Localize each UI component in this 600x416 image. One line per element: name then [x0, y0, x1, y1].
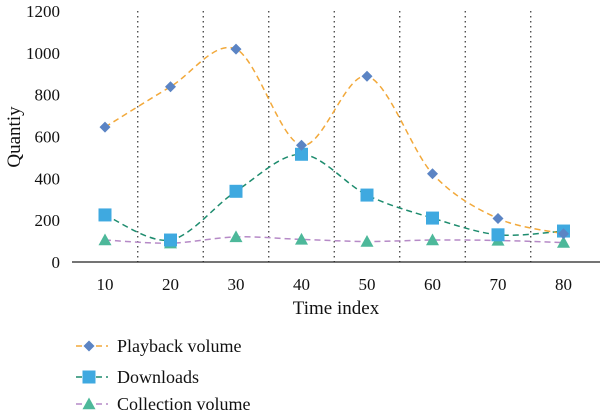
series-markers [98, 43, 570, 249]
data-point [360, 188, 374, 202]
x-tick-label: 10 [97, 275, 114, 294]
x-tick-label: 50 [359, 275, 376, 294]
data-point [557, 236, 570, 248]
x-tick-label: 30 [228, 275, 245, 294]
legend-label: Collection volume [117, 394, 250, 414]
legend-marker [83, 340, 95, 352]
data-point [165, 81, 176, 93]
data-point [558, 228, 569, 240]
data-point [229, 184, 243, 198]
data-point [426, 233, 439, 246]
series-line [104, 153, 564, 242]
legend-label: Playback volume [117, 336, 241, 356]
data-point [427, 168, 438, 180]
x-tick-label: 20 [162, 275, 179, 294]
data-point [295, 147, 308, 161]
y-tick-label: 1000 [26, 44, 60, 63]
grid-lines [137, 11, 532, 262]
data-point [99, 121, 111, 133]
y-tick-label: 0 [52, 253, 61, 272]
y-tick-label: 600 [35, 128, 61, 147]
y-axis-title: Quantiy [4, 106, 25, 168]
x-tick-label: 80 [555, 275, 572, 294]
y-tick-labels: 0 200 400 600 800 1000 1200 [26, 2, 60, 272]
data-point [492, 212, 504, 224]
y-tick-label: 800 [35, 86, 61, 105]
data-point [164, 233, 177, 247]
data-point [491, 228, 505, 242]
x-axis-title: Time index [293, 298, 380, 319]
y-tick-label: 1200 [26, 2, 60, 21]
data-point [230, 43, 242, 55]
data-point [361, 70, 373, 82]
series-line [104, 46, 564, 235]
data-point [98, 233, 112, 246]
legend: Playback volume Downloads Collection volum… [76, 336, 250, 414]
data-point [360, 235, 374, 247]
data-point [229, 230, 243, 243]
y-tick-label: 400 [35, 169, 61, 188]
legend-marker [82, 397, 96, 410]
x-tick-label: 70 [490, 275, 507, 294]
x-tick-labels: 10 20 30 40 50 60 70 80 [97, 275, 573, 294]
x-tick-label: 60 [424, 275, 441, 294]
x-tick-label: 40 [293, 275, 310, 294]
data-point [426, 211, 439, 225]
y-tick-label: 200 [35, 211, 61, 230]
legend-label: Downloads [117, 367, 199, 387]
data-point [295, 232, 308, 245]
legend-marker [82, 370, 96, 384]
data-point [98, 208, 112, 222]
data-point [296, 139, 307, 151]
